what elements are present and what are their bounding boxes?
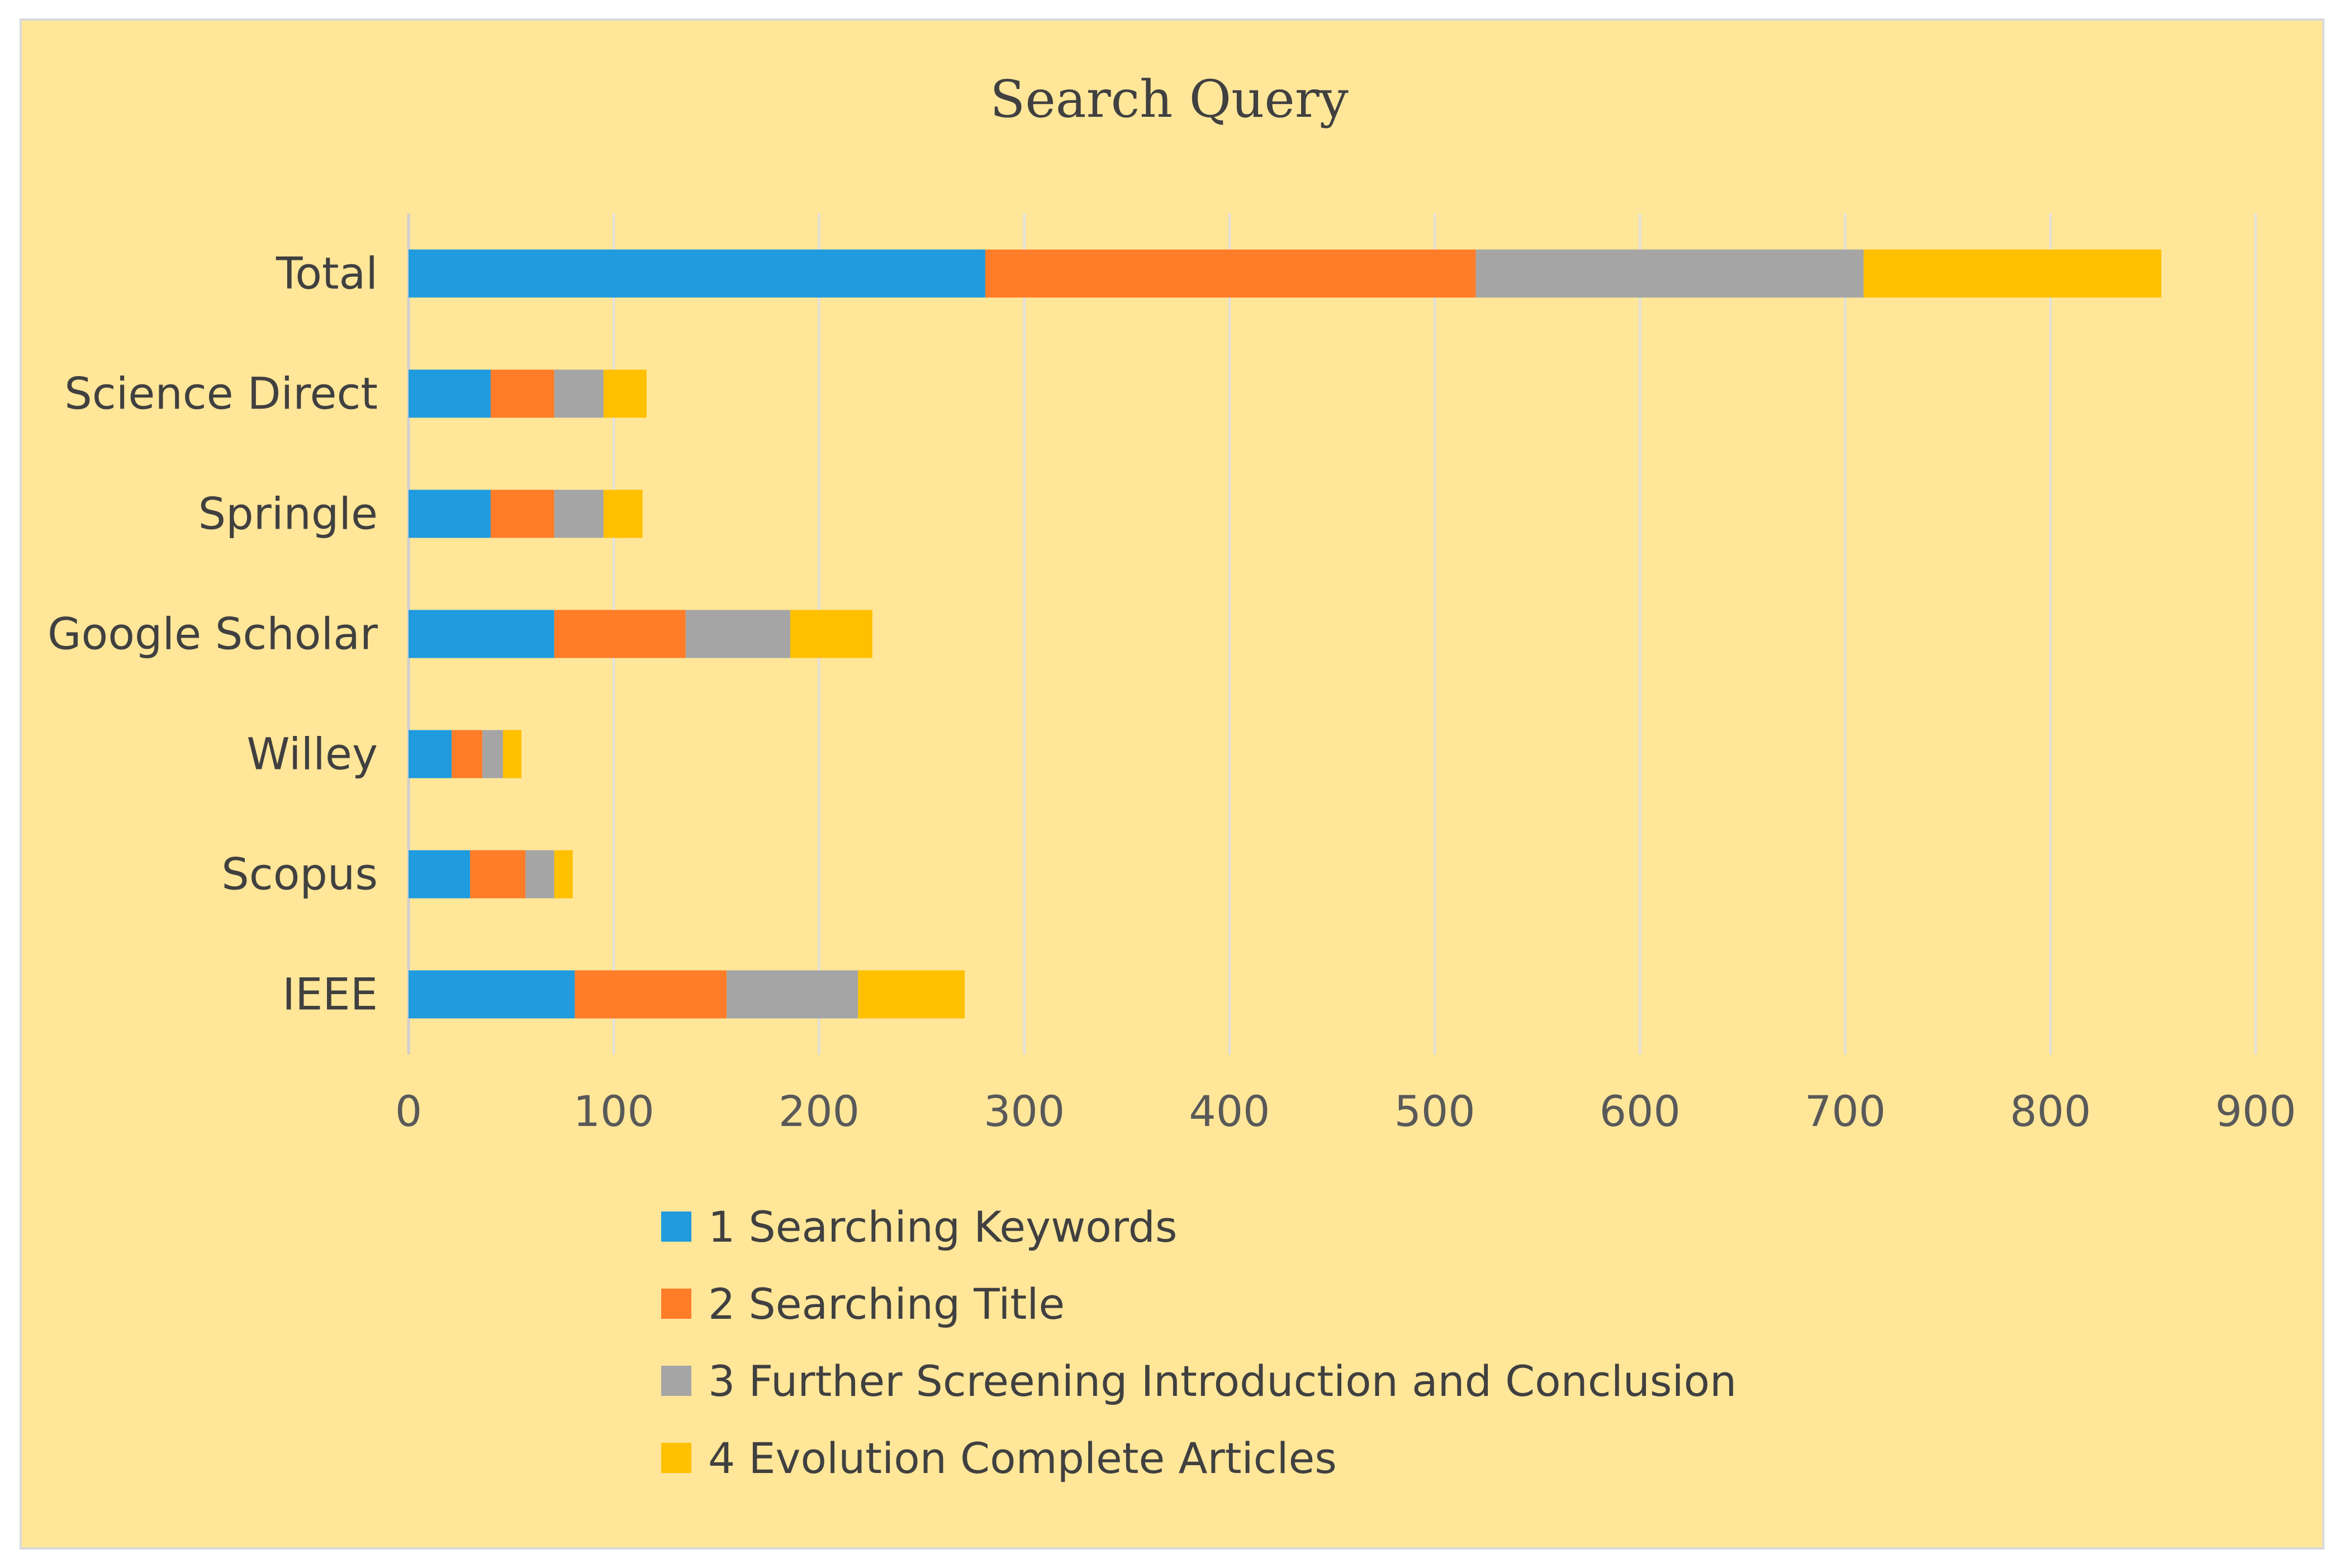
bar-segment — [685, 610, 791, 658]
bar-segment — [575, 970, 727, 1019]
bar-segment — [858, 970, 965, 1019]
category-label: Science Direct — [64, 369, 378, 420]
chart-svg: Search Query Total Science Direct Springle… — [48, 69, 2296, 1483]
bar-segment — [603, 490, 643, 538]
bar-segment — [409, 850, 471, 899]
category-label: Springle — [198, 490, 378, 540]
legend-swatch — [661, 1366, 691, 1396]
legend-swatch — [661, 1211, 691, 1242]
legend-label: 4 Evolution Complete Articles — [708, 1433, 1337, 1483]
bar-segment — [525, 850, 554, 899]
x-tick-label: 500 — [1394, 1086, 1475, 1136]
x-tick-label: 400 — [1189, 1086, 1270, 1136]
legend-label: 3 Further Screening Introduction and Con… — [708, 1356, 1736, 1406]
category-label: Scopus — [221, 850, 378, 900]
x-tick-label: 700 — [1805, 1086, 1886, 1136]
chart-title: Search Query — [990, 69, 1348, 129]
bar-segment — [554, 850, 573, 899]
bar-segment — [790, 610, 872, 658]
bar-segment — [554, 490, 604, 538]
bar-segment — [482, 730, 503, 778]
legend-label: 2 Searching Title — [708, 1279, 1065, 1329]
category-label: Total — [276, 249, 378, 300]
x-tick-label: 100 — [573, 1086, 654, 1136]
bar-segment — [409, 249, 985, 298]
bar-segment — [603, 369, 647, 418]
bar-segment — [1475, 249, 1864, 298]
bar-segment — [490, 490, 554, 538]
bar-segment — [409, 730, 452, 778]
legend-label: 1 Searching Keywords — [708, 1202, 1178, 1252]
category-label: Google Scholar — [48, 610, 378, 660]
bar-segment — [409, 490, 491, 538]
legend-swatch — [661, 1289, 691, 1319]
bar-segment — [490, 369, 554, 418]
bar-segment — [409, 970, 575, 1019]
x-tick-label: 900 — [2215, 1086, 2296, 1136]
bar-segment — [409, 369, 491, 418]
bar-segment — [727, 970, 858, 1019]
x-tick-label: 800 — [2010, 1086, 2091, 1136]
category-label: Willey — [246, 730, 378, 780]
bar-segment — [409, 610, 554, 658]
legend: 1 Searching Keywords 2 Searching Title 3 F… — [661, 1202, 1736, 1483]
grid-lines — [407, 213, 2257, 1054]
bar-segment — [985, 249, 1476, 298]
bar-segment — [452, 730, 483, 778]
category-label: IEEE — [282, 970, 378, 1020]
x-tick-label: 0 — [395, 1086, 422, 1136]
bar-segment — [502, 730, 521, 778]
chart-panel: Search Query Total Science Direct Springle… — [20, 18, 2324, 1550]
legend-swatch — [661, 1443, 691, 1473]
bar-segment — [1863, 249, 2162, 298]
category-labels: Total Science Direct Springle Google Schola… — [48, 249, 378, 1020]
x-tick-label: 300 — [984, 1086, 1065, 1136]
bar-segment — [554, 610, 686, 658]
x-tick-labels: 0 100 200 300 400 500 600 700 800 900 — [395, 1086, 2296, 1136]
x-tick-label: 200 — [779, 1086, 860, 1136]
bars — [409, 249, 2162, 1019]
x-tick-label: 600 — [1600, 1086, 1681, 1136]
bar-segment — [470, 850, 526, 899]
bar-segment — [554, 369, 604, 418]
